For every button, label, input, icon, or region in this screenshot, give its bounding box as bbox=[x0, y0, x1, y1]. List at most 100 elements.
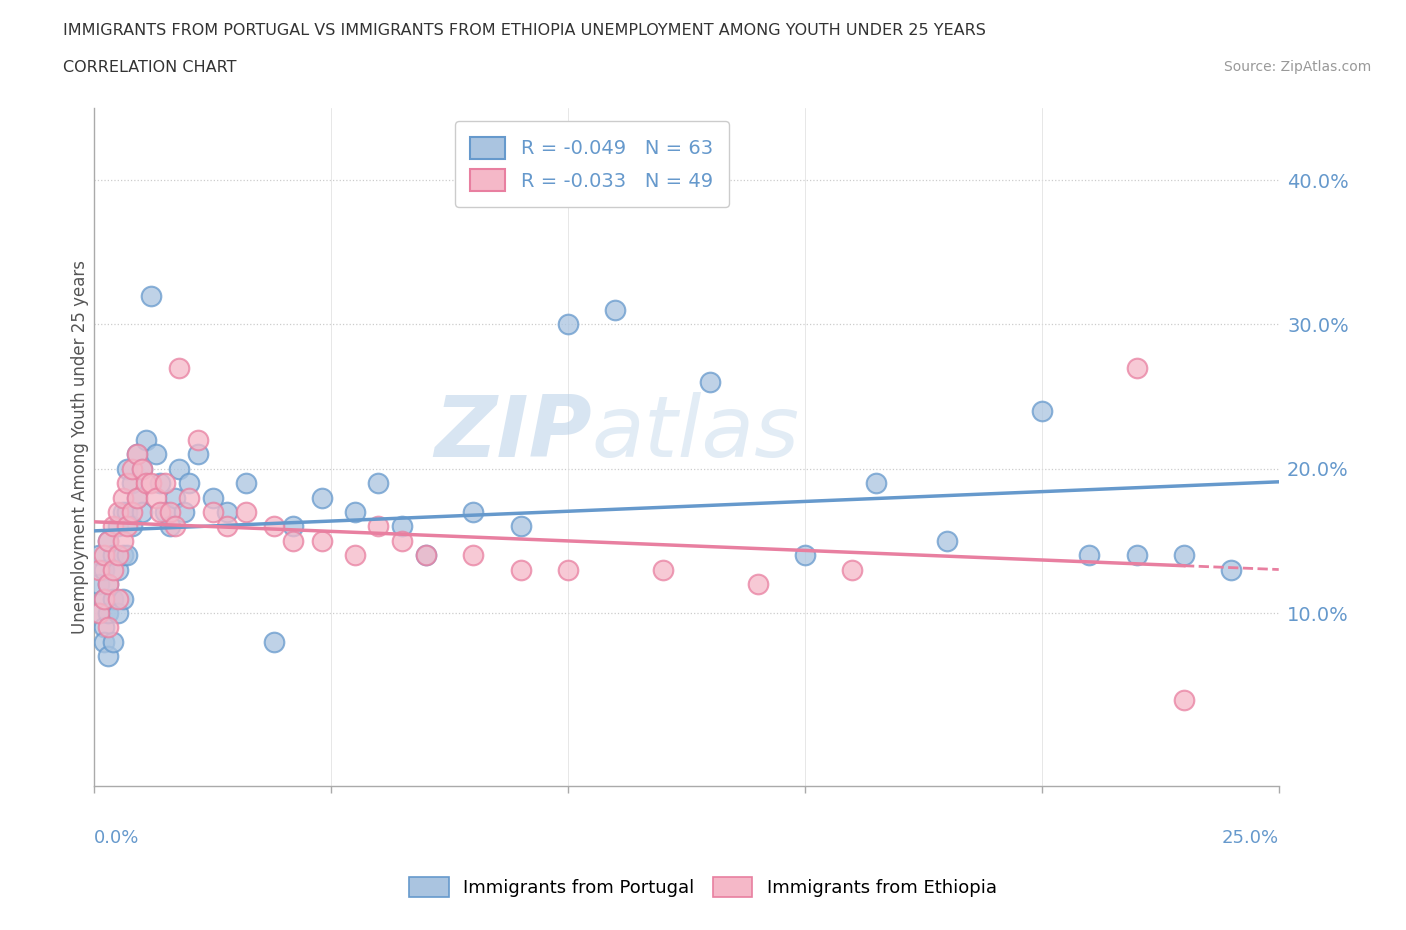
Point bbox=[117, 519, 139, 534]
Point bbox=[215, 505, 238, 520]
Point bbox=[107, 591, 129, 606]
Point bbox=[187, 432, 209, 447]
Point bbox=[101, 548, 124, 563]
Point bbox=[111, 490, 134, 505]
Point bbox=[93, 620, 115, 635]
Point bbox=[87, 563, 110, 578]
Point bbox=[87, 548, 110, 563]
Point bbox=[1173, 548, 1195, 563]
Point bbox=[1125, 360, 1147, 375]
Legend: Immigrants from Portugal, Immigrants from Ethiopia: Immigrants from Portugal, Immigrants fro… bbox=[402, 870, 1004, 904]
Legend: R = -0.049   N = 63, R = -0.033   N = 49: R = -0.049 N = 63, R = -0.033 N = 49 bbox=[454, 121, 728, 206]
Point bbox=[107, 605, 129, 620]
Point bbox=[145, 447, 167, 462]
Point bbox=[155, 476, 177, 491]
Point bbox=[651, 563, 673, 578]
Point bbox=[97, 649, 120, 664]
Text: CORRELATION CHART: CORRELATION CHART bbox=[63, 60, 236, 75]
Point bbox=[145, 490, 167, 505]
Point bbox=[139, 288, 162, 303]
Point bbox=[235, 505, 257, 520]
Point bbox=[117, 476, 139, 491]
Point bbox=[87, 577, 110, 591]
Point bbox=[131, 461, 153, 476]
Text: ZIP: ZIP bbox=[434, 392, 592, 475]
Text: Source: ZipAtlas.com: Source: ZipAtlas.com bbox=[1223, 60, 1371, 74]
Point bbox=[463, 505, 485, 520]
Point bbox=[93, 591, 115, 606]
Point bbox=[97, 577, 120, 591]
Point bbox=[97, 534, 120, 549]
Point bbox=[101, 591, 124, 606]
Point bbox=[121, 519, 143, 534]
Point bbox=[281, 534, 304, 549]
Text: 0.0%: 0.0% bbox=[94, 830, 139, 847]
Point bbox=[117, 548, 139, 563]
Point bbox=[1173, 692, 1195, 707]
Point bbox=[121, 505, 143, 520]
Point bbox=[135, 432, 157, 447]
Point bbox=[169, 461, 191, 476]
Point bbox=[117, 505, 139, 520]
Point bbox=[111, 505, 134, 520]
Point bbox=[605, 302, 627, 317]
Point bbox=[97, 620, 120, 635]
Point bbox=[97, 534, 120, 549]
Point bbox=[159, 519, 181, 534]
Point bbox=[201, 505, 224, 520]
Point bbox=[936, 534, 959, 549]
Point bbox=[415, 548, 437, 563]
Point bbox=[93, 634, 115, 649]
Point bbox=[263, 519, 285, 534]
Point bbox=[101, 519, 124, 534]
Text: IMMIGRANTS FROM PORTUGAL VS IMMIGRANTS FROM ETHIOPIA UNEMPLOYMENT AMONG YOUTH UN: IMMIGRANTS FROM PORTUGAL VS IMMIGRANTS F… bbox=[63, 23, 986, 38]
Point bbox=[101, 634, 124, 649]
Point bbox=[699, 375, 721, 390]
Point bbox=[125, 447, 148, 462]
Point bbox=[149, 505, 172, 520]
Point bbox=[281, 519, 304, 534]
Point bbox=[201, 490, 224, 505]
Point bbox=[107, 548, 129, 563]
Point bbox=[747, 577, 769, 591]
Point bbox=[125, 447, 148, 462]
Point bbox=[97, 605, 120, 620]
Point bbox=[107, 563, 129, 578]
Point bbox=[111, 591, 134, 606]
Point bbox=[125, 490, 148, 505]
Point bbox=[159, 505, 181, 520]
Point bbox=[93, 563, 115, 578]
Point bbox=[415, 548, 437, 563]
Point bbox=[187, 447, 209, 462]
Point bbox=[263, 634, 285, 649]
Point bbox=[93, 548, 115, 563]
Point bbox=[391, 534, 413, 549]
Point bbox=[865, 476, 887, 491]
Point bbox=[107, 505, 129, 520]
Point bbox=[121, 461, 143, 476]
Point bbox=[107, 519, 129, 534]
Point bbox=[139, 476, 162, 491]
Point bbox=[87, 605, 110, 620]
Point bbox=[235, 476, 257, 491]
Point bbox=[557, 563, 579, 578]
Point bbox=[311, 490, 333, 505]
Point bbox=[121, 476, 143, 491]
Point bbox=[135, 476, 157, 491]
Point bbox=[343, 505, 366, 520]
Point bbox=[111, 548, 134, 563]
Point bbox=[557, 317, 579, 332]
Point bbox=[311, 534, 333, 549]
Point bbox=[173, 505, 195, 520]
Point bbox=[509, 519, 531, 534]
Text: 25.0%: 25.0% bbox=[1222, 830, 1278, 847]
Point bbox=[177, 490, 200, 505]
Point bbox=[111, 534, 134, 549]
Point bbox=[1078, 548, 1101, 563]
Point bbox=[177, 476, 200, 491]
Point bbox=[155, 505, 177, 520]
Y-axis label: Unemployment Among Youth under 25 years: Unemployment Among Youth under 25 years bbox=[72, 260, 89, 634]
Point bbox=[125, 490, 148, 505]
Point bbox=[117, 461, 139, 476]
Point bbox=[509, 563, 531, 578]
